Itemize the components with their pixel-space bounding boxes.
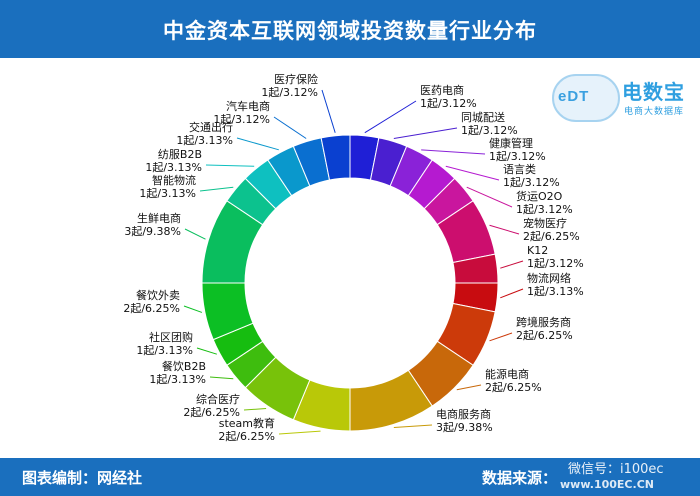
leader-line [205, 164, 255, 167]
slice-value-label: 1起/3.13% [176, 134, 233, 147]
leader-line [236, 137, 279, 151]
logo-subtitle: 电商大数据库 [624, 107, 685, 117]
wechat-id: 微信号：i100ec [568, 462, 664, 477]
data-source: 数据来源： [482, 469, 558, 487]
leader-line [489, 332, 513, 342]
slice-name-label: steam教育 [219, 416, 275, 430]
slice-value-label: 1起/3.13% [139, 187, 196, 200]
brand-logo: eDT 电数宝 电商大数据库 [552, 70, 692, 130]
slice-value-label: 2起/6.25% [218, 430, 275, 443]
slice-value-label: 1起/3.12% [213, 113, 270, 126]
slice-name-label: 餐饮外卖 [136, 288, 180, 302]
slice-name-label: 医药电商 [420, 83, 464, 97]
slice-name-label: 宠物医疗 [523, 216, 567, 230]
leader-line [500, 260, 524, 269]
slice-name-label: 货运O2O [516, 189, 563, 203]
leader-line [393, 424, 433, 428]
logo-mark: eDT [558, 88, 590, 105]
slice-value-label: 1起/3.12% [461, 124, 518, 137]
slice-value-label: 1起/3.12% [489, 150, 546, 163]
slice-name-label: K12 [527, 244, 548, 257]
donut-chart: 医药电商1起/3.12%同城配送1起/3.12%健康管理1起/3.12%语言类1… [123, 72, 584, 443]
slice-name-label: 餐饮B2B [162, 359, 206, 373]
slice-name-label: 跨境服务商 [516, 315, 571, 329]
slice-value-label: 1起/3.13% [149, 373, 206, 386]
slice-value-label: 2起/6.25% [523, 230, 580, 243]
donut-slice [320, 134, 351, 181]
leader-line [489, 224, 520, 235]
leader-line [321, 89, 336, 133]
leader-line [421, 149, 486, 155]
slice-name-label: 健康管理 [489, 136, 533, 150]
footer-bar: 图表编制：网经社 数据来源： [0, 458, 700, 496]
leader-line [364, 100, 417, 134]
slice-value-label: 1起/3.12% [516, 203, 573, 216]
slice-value-label: 1起/3.12% [261, 86, 318, 99]
slice-name-label: 电商服务商 [436, 407, 491, 421]
watermark: www.100EC.CN [560, 478, 654, 491]
leader-line [278, 430, 321, 435]
leader-line [196, 347, 217, 355]
chart-credit: 图表编制：网经社 [22, 469, 143, 487]
slice-value-label: 1起/3.13% [136, 344, 193, 357]
slice-value-label: 2起/6.25% [183, 406, 240, 419]
slice-value-label: 1起/3.12% [420, 97, 477, 110]
logo-name: 电数宝 [622, 80, 685, 104]
leader-line [243, 408, 267, 411]
slice-value-label: 2起/6.25% [485, 381, 542, 394]
slice-value-label: 1起/3.13% [527, 285, 584, 298]
slice-value-label: 3起/9.38% [124, 225, 181, 238]
leader-line [199, 186, 234, 192]
slice-value-label: 3起/9.38% [436, 421, 493, 434]
leader-line [183, 305, 203, 313]
slice-name-label: 能源电商 [485, 367, 529, 381]
slice-name-label: 生鲜电商 [137, 211, 181, 225]
leader-line [445, 165, 500, 181]
leader-line [184, 228, 206, 240]
slice-name-label: 汽车电商 [226, 99, 270, 113]
slice-name-label: 纺服B2B [158, 147, 202, 161]
slice-value-label: 1起/3.12% [527, 257, 584, 270]
slice-name-label: 医疗保险 [274, 72, 318, 86]
slice-name-label: 交通出行 [189, 120, 233, 134]
leader-line [456, 384, 482, 391]
slice-name-label: 物流网络 [527, 271, 571, 285]
slice-value-label: 1起/3.13% [145, 161, 202, 174]
leader-line [500, 288, 524, 299]
cloud-icon [552, 74, 620, 122]
leader-line [273, 116, 307, 139]
leader-line [393, 127, 458, 139]
slice-name-label: 综合医疗 [196, 392, 240, 406]
chart-title: 中金资本互联网领域投资数量行业分布 [163, 19, 537, 43]
slice-name-label: 社区团购 [149, 330, 193, 344]
leader-line [209, 376, 234, 380]
slice-value-label: 1起/3.12% [503, 176, 560, 189]
title-bar: 中金资本互联网领域投资数量行业分布 [0, 0, 700, 58]
slice-name-label: 同城配送 [461, 110, 505, 124]
slice-name-label: 语言类 [503, 162, 536, 176]
leader-line [466, 186, 513, 208]
slice-name-label: 智能物流 [152, 173, 196, 187]
slice-value-label: 2起/6.25% [516, 329, 573, 342]
slice-value-label: 2起/6.25% [123, 302, 180, 315]
